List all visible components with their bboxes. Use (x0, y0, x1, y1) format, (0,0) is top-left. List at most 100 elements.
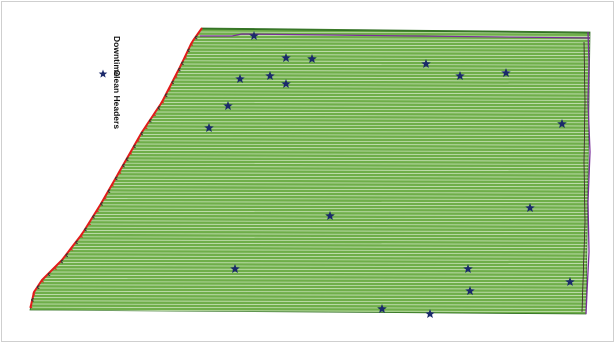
pass-line (197, 31, 590, 34)
pass-line (88, 220, 590, 223)
pass-line (118, 169, 590, 172)
pass-line (190, 41, 590, 44)
turn-hook (194, 35, 198, 40)
pass-line (67, 249, 590, 252)
turn-hook (153, 112, 156, 117)
pass-line (90, 217, 590, 220)
pass-line (182, 57, 590, 60)
pass-line (113, 178, 590, 181)
star-icon (565, 277, 575, 287)
star-icon (249, 31, 259, 41)
pass-line (114, 175, 590, 178)
pass-line (177, 66, 590, 69)
pass-line (127, 153, 590, 156)
pass-line (163, 95, 590, 98)
pass-line (109, 185, 590, 188)
pass-line (149, 118, 590, 120)
pass-line (82, 230, 590, 232)
star-icon (265, 71, 275, 81)
pass-line (41, 278, 590, 280)
pass-line (92, 214, 590, 216)
turn-hook (84, 227, 87, 232)
pass-line (107, 188, 590, 191)
star-icon (557, 119, 567, 129)
pass-line (31, 294, 590, 296)
pass-line (172, 76, 590, 79)
star-icon (281, 79, 291, 89)
turn-hook (164, 93, 168, 98)
pass-line (116, 172, 590, 175)
turn-hook (133, 144, 136, 149)
star-icon (230, 264, 240, 274)
pass-line (153, 111, 590, 114)
turn-hook (36, 285, 40, 290)
pass-line (60, 258, 590, 261)
downtime-markers (204, 31, 575, 319)
pass-line (176, 70, 590, 72)
turn-hook (70, 246, 73, 251)
pass-line (120, 166, 590, 168)
turn-hook (171, 80, 175, 85)
star-icon (377, 304, 387, 314)
star-icon (525, 203, 535, 213)
turn-hook (184, 54, 187, 59)
turn-hook (54, 265, 57, 270)
turn-hook (65, 253, 69, 258)
pass-line (134, 140, 590, 143)
pass-line (166, 89, 590, 92)
pass-line (30, 300, 590, 303)
pass-line (180, 60, 590, 63)
pass-line (146, 121, 590, 124)
pass-line (103, 194, 590, 197)
pass-line (164, 92, 590, 95)
turn-hook (47, 272, 51, 277)
turn-hook (80, 233, 83, 238)
pass-line (168, 86, 590, 88)
star-icon (425, 309, 435, 319)
pass-line (63, 255, 590, 258)
pass-line (77, 236, 590, 239)
pass-line (38, 281, 590, 284)
pass-line (185, 50, 590, 53)
legend: Downtime Clean Headers (98, 36, 122, 129)
star-icon (465, 286, 475, 296)
pass-line (57, 262, 590, 264)
pass-line (80, 233, 590, 236)
pass-line (84, 226, 590, 229)
star-icon (223, 101, 233, 111)
pass-line (151, 114, 590, 117)
pass-line (161, 98, 590, 101)
turn-hook (96, 208, 99, 213)
pass-line (36, 284, 590, 287)
turn-hook (190, 41, 193, 46)
turn-hook (174, 73, 178, 78)
pass-line (96, 207, 590, 210)
turn-hook (168, 86, 171, 91)
pass-line (72, 242, 590, 245)
turn-hook (107, 189, 111, 194)
turn-hook (32, 291, 36, 296)
pass-line (54, 265, 590, 268)
top-edge-path (201, 28, 591, 34)
pass-line (44, 274, 590, 277)
pass-line (159, 102, 590, 104)
pass-line (144, 124, 590, 127)
turn-hook (129, 150, 133, 155)
right-edge-path-dark (581, 41, 586, 313)
star-icon (98, 69, 108, 78)
star-icon (501, 68, 511, 78)
pass-line (51, 268, 590, 271)
pass-line (136, 137, 590, 140)
pass-line (75, 239, 590, 242)
pass-line (70, 246, 590, 248)
pass-line (174, 73, 590, 76)
turn-hook (144, 125, 148, 130)
pass-line (133, 143, 590, 146)
pass-line (122, 162, 590, 165)
turn-hook (100, 201, 103, 206)
pass-line (47, 271, 590, 274)
turn-hook (122, 163, 125, 168)
turn-hook (149, 118, 152, 123)
pass-line (30, 306, 590, 309)
pass-line (140, 130, 590, 133)
